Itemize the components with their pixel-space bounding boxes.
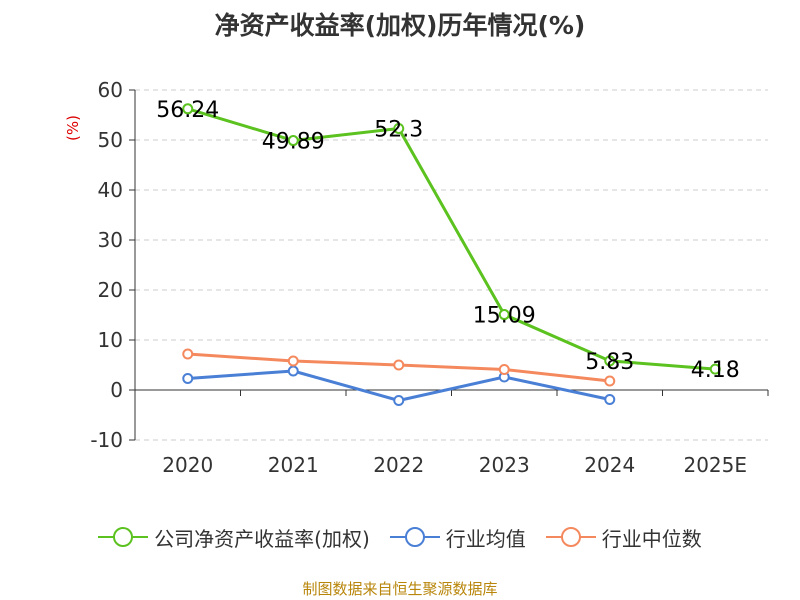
y-tick-label: -10 [90,428,123,452]
legend-swatch [545,527,596,547]
data-labels: 56.24 49.89 52.3 15.09 5.83 4.18 [156,98,739,383]
data-point [182,103,194,115]
data-label: 4.18 [691,358,740,383]
series-line [187,107,716,371]
y-tick-label: 30 [98,228,123,252]
x-tick-label: 2025E [683,453,747,477]
legend-label: 行业中位数 [601,526,702,551]
grid-lines [135,89,768,441]
data-point [604,394,616,405]
y-tick-label: 40 [98,178,123,202]
x-tick-label: 2023 [479,453,530,477]
x-tick-label: 2024 [584,453,635,477]
chart-title: 净资产收益率(加权)历年情况(%) [214,11,586,40]
data-point [393,123,405,134]
series-lines [182,103,721,406]
legend-item[interactable]: 行业均值 [389,523,526,552]
data-point [498,364,510,375]
x-tick-label: 2022 [373,453,424,477]
data-point [604,375,616,387]
legend-marker [113,527,134,547]
data-label: 52.3 [374,118,423,143]
source-note: 制图数据来自恒生聚源数据库 [302,580,498,598]
y-tick-label: 60 [98,78,123,102]
y-tick-label: 10 [98,328,123,352]
data-label: 56.24 [156,98,219,123]
legend-item[interactable]: 行业中位数 [545,523,702,552]
y-tick-label: 50 [98,128,123,152]
data-point [182,373,194,384]
legend-label: 公司净资产收益率(加权) [154,526,370,551]
data-point [287,355,299,367]
y-tick-label: 20 [98,278,123,302]
data-point [393,359,405,371]
data-label: 49.89 [262,130,325,155]
x-tick-label: 2021 [268,453,319,477]
data-point [709,363,721,375]
legend-swatch [389,527,440,547]
legend: 公司净资产收益率(加权) 行业均值 行业中位数 [0,520,800,554]
data-point [604,355,616,367]
data-point [182,348,194,360]
data-point [393,395,405,406]
legend-item[interactable]: 公司净资产收益率(加权) [98,523,370,552]
legend-marker [560,527,581,547]
data-point [287,365,299,377]
data-point [287,135,299,147]
data-point [498,309,510,321]
legend-label: 行业均值 [445,526,526,551]
y-axis-label: (%) [64,115,82,141]
axes: -10 0 10 20 30 40 50 60 2020 2021 2022 2023 2024 2025… [64,78,769,477]
data-label: 15.09 [473,304,536,329]
y-tick-label: 0 [110,378,123,402]
legend-swatch [98,527,149,547]
x-tick-label: 2020 [162,453,213,477]
data-label: 5.83 [585,350,634,375]
legend-marker [404,527,425,547]
